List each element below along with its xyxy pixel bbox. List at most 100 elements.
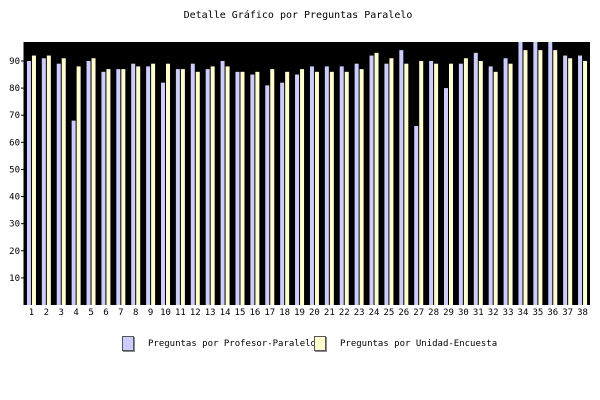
bar-profesor-28 [429,60,434,305]
bar-profesor-10 [161,82,165,305]
bar-profesor-16 [250,74,255,306]
x-tick-label-24: 24 [369,308,380,318]
x-tick-label-34: 34 [518,308,529,318]
y-tick-label-30: 30 [9,220,20,230]
bar-unidad-8 [136,66,141,305]
bar-unidad-4 [76,66,81,305]
bar-profesor-22 [339,66,344,305]
bar-profesor-8 [131,63,136,306]
y-tick-label-10: 10 [9,274,20,284]
legend-item-profesor[interactable]: Preguntas por Profesor-Paralelo [122,336,316,351]
bar-unidad-20 [314,71,319,306]
bar-unidad-28 [434,63,439,306]
bar-unidad-32 [493,71,498,306]
bar-profesor-19 [295,74,300,306]
x-axis: 1 2 3 4 5 6 7 8 9 10 11 12 13 14 15 16 17 18 19 20 21 22 23 24 2… [29,308,588,318]
bar-profesor-24 [369,55,374,305]
x-tick-label-17: 17 [264,308,275,318]
x-tick-label-7: 7 [118,308,123,318]
bar-unidad-13 [210,66,215,305]
bar-profesor-5 [86,60,91,305]
chart-title: Detalle Gráfico por Preguntas Paralelo [184,9,413,21]
bar-unidad-10 [166,63,170,306]
legend-label-unidad: Preguntas por Unidad-Encuesta [340,338,498,349]
x-tick-label-6: 6 [103,308,108,318]
legend-swatch-profesor [122,336,134,351]
bar-unidad-15 [240,71,245,306]
bar-unidad-31 [478,60,483,305]
x-tick-label-28: 28 [428,308,439,318]
bar-unidad-36 [553,50,558,306]
x-tick-label-5: 5 [88,308,93,318]
legend-item-unidad[interactable]: Preguntas por Unidad-Encuesta [314,336,497,351]
bar-unidad-21 [329,71,334,306]
bar-profesor-1 [26,60,31,305]
bar-profesor-20 [309,66,314,305]
x-tick-label-8: 8 [133,308,138,318]
x-tick-label-14: 14 [220,308,231,318]
x-tick-label-15: 15 [235,308,246,318]
x-tick-label-21: 21 [324,308,335,318]
bar-profesor-4 [71,120,76,305]
bar-profesor-34 [518,42,523,305]
bar-unidad-12 [195,71,200,306]
bar-unidad-6 [106,69,111,305]
legend-label-profesor: Preguntas por Profesor-Paralelo [148,338,316,349]
bar-unidad-3 [61,58,66,306]
x-tick-label-35: 35 [532,308,543,318]
bar-unidad-11 [180,69,185,305]
x-tick-label-1: 1 [29,308,34,318]
bar-profesor-30 [458,63,463,306]
bar-unidad-35 [538,50,543,306]
x-tick-label-36: 36 [547,308,558,318]
x-tick-label-2: 2 [44,308,49,318]
x-tick-label-16: 16 [249,308,260,318]
bar-profesor-26 [399,50,404,306]
bar-profesor-25 [384,63,389,306]
bar-profesor-31 [473,52,478,305]
legend: Preguntas por Profesor-Paralelo Pregunta… [0,336,600,356]
y-tick-label-40: 40 [9,193,20,203]
bar-profesor-12 [190,63,195,306]
bar-profesor-3 [56,63,61,306]
y-tick-label-70: 70 [9,111,20,121]
y-tick-label-80: 80 [9,84,20,94]
x-tick-label-23: 23 [354,308,365,318]
bar-unidad-17 [270,69,275,305]
bar-unidad-2 [46,55,51,305]
x-tick-label-9: 9 [148,308,153,318]
bar-unidad-1 [31,55,36,305]
bar-unidad-22 [344,71,349,306]
x-tick-label-37: 37 [562,308,573,318]
bar-unidad-23 [359,69,364,305]
x-tick-label-29: 29 [443,308,454,318]
bar-profesor-7 [116,69,121,305]
bar-unidad-25 [389,58,394,306]
x-tick-label-31: 31 [473,308,484,318]
bar-unidad-37 [568,58,573,306]
bar-unidad-34 [523,50,528,306]
x-tick-label-20: 20 [309,308,320,318]
bar-unidad-19 [300,69,305,305]
bar-unidad-9 [151,63,156,306]
x-tick-label-13: 13 [205,308,216,318]
bar-profesor-6 [101,71,106,306]
x-tick-label-27: 27 [413,308,424,318]
bar-profesor-13 [205,69,210,305]
y-axis: 10 20 30 40 50 60 70 80 90 [9,42,25,305]
bar-profesor-23 [354,63,359,306]
x-tick-label-32: 32 [488,308,499,318]
bar-profesor-27 [414,126,419,305]
x-tick-label-33: 33 [503,308,514,318]
x-tick-label-25: 25 [383,308,394,318]
x-tick-label-38: 38 [577,308,588,318]
bar-unidad-38 [583,60,588,305]
y-tick-label-60: 60 [9,138,20,148]
bar-profesor-35 [533,42,538,305]
bar-unidad-30 [463,58,468,306]
bar-profesor-2 [41,58,46,306]
x-tick-label-18: 18 [279,308,290,318]
y-tick-label-20: 20 [9,247,20,257]
bar-unidad-29 [449,63,453,306]
